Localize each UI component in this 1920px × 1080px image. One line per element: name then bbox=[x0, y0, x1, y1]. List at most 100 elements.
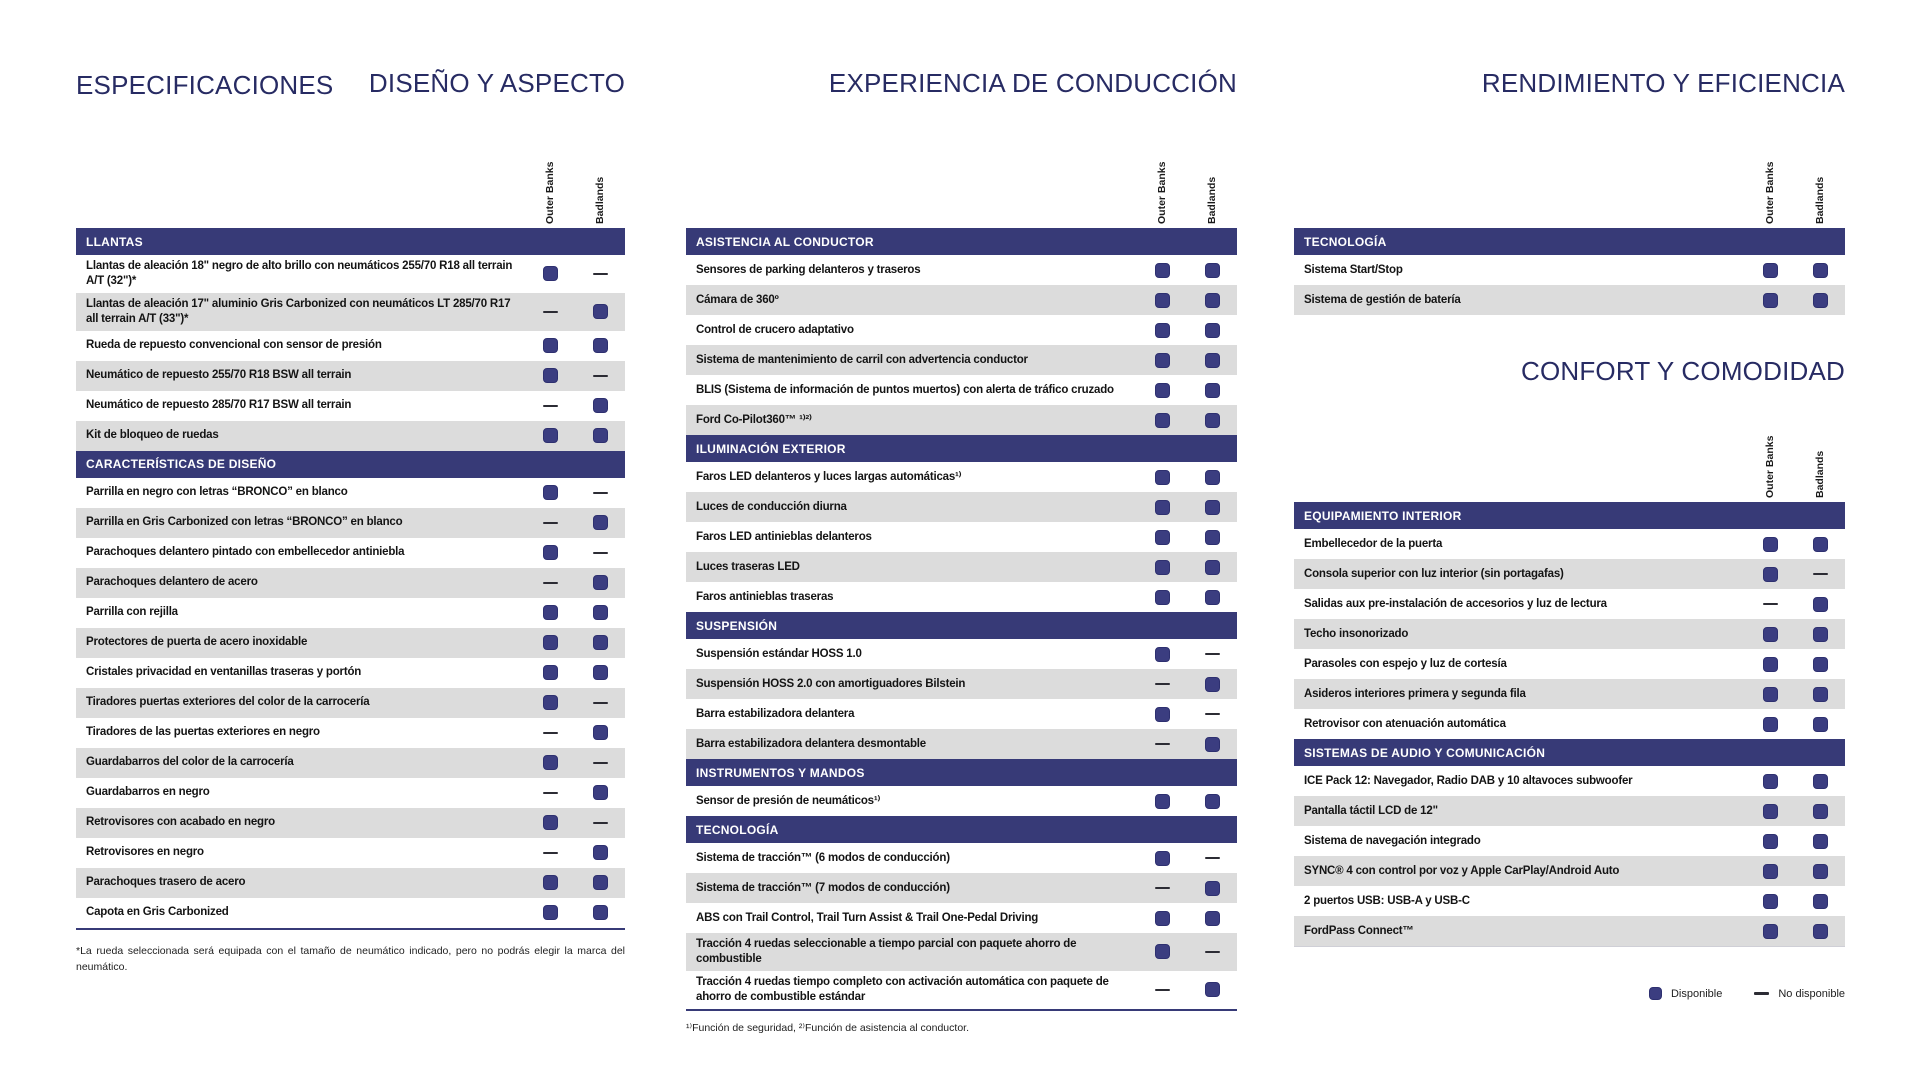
availability-cell bbox=[575, 428, 625, 444]
not-available-mark bbox=[542, 521, 558, 524]
availability-cell bbox=[525, 368, 575, 384]
feature-label: Suspensión estándar HOSS 1.0 bbox=[696, 647, 862, 660]
table-row: Sistema de mantenimiento de carril con a… bbox=[686, 345, 1237, 375]
available-mark bbox=[542, 815, 558, 831]
availability-cell bbox=[1187, 589, 1237, 605]
table-row: Sensores de parking delanteros y trasero… bbox=[686, 255, 1237, 285]
available-mark bbox=[1154, 706, 1170, 722]
not-available-mark bbox=[592, 551, 608, 554]
availability-cell bbox=[1745, 716, 1795, 732]
available-mark bbox=[542, 905, 558, 921]
available-mark bbox=[1204, 382, 1220, 398]
availability-cell bbox=[1137, 646, 1187, 662]
available-mark bbox=[592, 905, 608, 921]
availability-cell bbox=[525, 575, 575, 590]
table-row: Barra estabilizadora delantera desmontab… bbox=[686, 729, 1237, 759]
available-mark bbox=[1812, 292, 1828, 308]
table-row: Sistema de navegación integrado bbox=[1294, 826, 1845, 856]
feature-label: Faros antinieblas traseras bbox=[696, 590, 834, 603]
feature-label: Tiradores puertas exteriores del color d… bbox=[86, 696, 370, 709]
feature-label: Luces de conducción diurna bbox=[696, 500, 847, 513]
available-mark bbox=[1154, 559, 1170, 575]
available-mark bbox=[592, 304, 608, 320]
table-row: Salidas aux pre-instalación de accesorio… bbox=[1294, 589, 1845, 619]
availability-marks bbox=[1137, 910, 1237, 926]
available-mark bbox=[542, 266, 558, 282]
availability-cell bbox=[1795, 773, 1845, 789]
table-row: Protectores de puerta de acero inoxidabl… bbox=[76, 627, 625, 658]
table-row: Parachoques trasero de acero bbox=[76, 867, 625, 898]
available-mark bbox=[1154, 910, 1170, 926]
available-mark bbox=[1762, 923, 1778, 939]
feature-label: Parasoles con espejo y luz de cortesía bbox=[1304, 657, 1507, 670]
table-row: Faros LED antinieblas delanteros bbox=[686, 522, 1237, 552]
table-row: Embellecedor de la puerta bbox=[1294, 529, 1845, 559]
table-row: Luces traseras LED bbox=[686, 552, 1237, 582]
not-available-mark bbox=[1154, 886, 1170, 890]
available-mark bbox=[1204, 352, 1220, 368]
availability-cell bbox=[1745, 773, 1795, 789]
available-mark bbox=[1762, 803, 1778, 819]
model-column-headers: Outer Banks Badlands bbox=[76, 154, 625, 228]
table-row: Retrovisor con atenuación automática bbox=[1294, 709, 1845, 739]
availability-cell bbox=[575, 665, 625, 681]
availability-marks bbox=[525, 725, 625, 741]
availability-cell bbox=[1187, 352, 1237, 368]
table-row: Control de crucero adaptativo bbox=[686, 315, 1237, 345]
available-mark bbox=[1762, 262, 1778, 278]
feature-label: Suspensión HOSS 2.0 con amortiguadores B… bbox=[696, 677, 966, 690]
column-title-design: DISEÑO Y ASPECTO bbox=[368, 68, 625, 98]
table-row: Neumático de repuesto 255/70 R18 BSW all… bbox=[76, 360, 625, 391]
wheel-footnote: *La rueda seleccionada será equipada con… bbox=[76, 944, 625, 973]
available-mark bbox=[1812, 656, 1828, 672]
availability-cell bbox=[1745, 686, 1795, 702]
available-mark bbox=[542, 545, 558, 561]
available-mark bbox=[1812, 863, 1828, 879]
availability-cell bbox=[575, 635, 625, 651]
availability-cell bbox=[1795, 656, 1845, 672]
availability-cell bbox=[1795, 536, 1845, 552]
availability-marks bbox=[525, 875, 625, 891]
available-mark bbox=[1204, 499, 1220, 515]
feature-label: Kit de bloqueo de ruedas bbox=[86, 429, 219, 442]
availability-marks bbox=[525, 338, 625, 354]
feature-label: Pantalla táctil LCD de 12" bbox=[1304, 804, 1438, 817]
availability-cell bbox=[525, 875, 575, 891]
section-header: LLANTAS bbox=[76, 228, 625, 255]
availability-marks bbox=[525, 785, 625, 801]
availability-marks bbox=[1745, 262, 1845, 278]
table-row: Sistema Start/Stop bbox=[1294, 255, 1845, 285]
feature-label: Llantas de aleación 18" negro de alto br… bbox=[86, 260, 513, 287]
section-header-label: SUSPENSIÓN bbox=[696, 618, 778, 633]
availability-cell bbox=[1795, 292, 1845, 308]
available-mark bbox=[542, 368, 558, 384]
section-header: TECNOLOGÍA bbox=[686, 816, 1237, 843]
availability-marks bbox=[1745, 686, 1845, 702]
table-row: Llantas de aleación 17" aluminio Gris Ca… bbox=[76, 292, 625, 331]
availability-cell bbox=[575, 905, 625, 921]
available-mark bbox=[542, 695, 558, 711]
availability-cell bbox=[525, 695, 575, 711]
availability-cell bbox=[1745, 536, 1795, 552]
available-mark bbox=[1762, 686, 1778, 702]
availability-cell bbox=[575, 545, 625, 560]
availability-cell bbox=[1137, 677, 1187, 692]
availability-cell bbox=[1187, 262, 1237, 278]
availability-cell bbox=[1137, 589, 1187, 605]
feature-label: Faros LED delanteros y luces largas auto… bbox=[696, 470, 962, 483]
feature-label: Sistema de tracción™ (6 modos de conducc… bbox=[696, 851, 950, 864]
table-row: Faros antinieblas traseras bbox=[686, 582, 1237, 612]
not-available-mark bbox=[1154, 742, 1170, 746]
feature-label: Rueda de repuesto convencional con senso… bbox=[86, 339, 382, 352]
availability-cell bbox=[1137, 559, 1187, 575]
availability-cell bbox=[1187, 851, 1237, 866]
feature-label: Guardabarros en negro bbox=[86, 786, 210, 799]
availability-cell bbox=[575, 368, 625, 383]
available-mark bbox=[1204, 322, 1220, 338]
available-mark bbox=[1204, 469, 1220, 485]
availability-marks bbox=[525, 515, 625, 531]
feature-label: Neumático de repuesto 285/70 R17 BSW all… bbox=[86, 399, 352, 412]
availability-marks bbox=[1745, 536, 1845, 552]
feature-label: Llantas de aleación 17" aluminio Gris Ca… bbox=[86, 297, 511, 325]
availability-marks bbox=[1745, 773, 1845, 789]
